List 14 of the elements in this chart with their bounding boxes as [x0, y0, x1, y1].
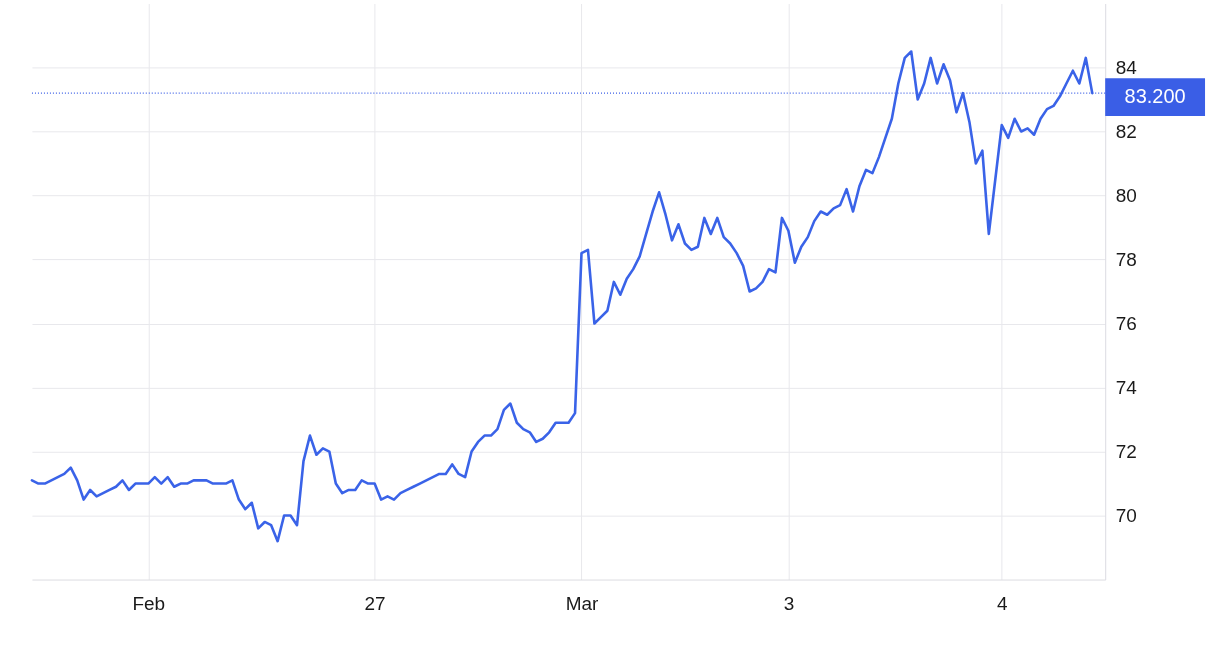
- x-tick-label: 4: [996, 593, 1008, 615]
- y-tick-label: 70: [1115, 505, 1137, 527]
- x-tick-label: Feb: [132, 593, 166, 615]
- y-tick-label: 76: [1115, 313, 1137, 335]
- y-tick-label: 80: [1115, 185, 1137, 207]
- x-tick-label: 27: [364, 593, 386, 615]
- y-tick-label: 84: [1115, 57, 1137, 78]
- y-tick-label: 74: [1115, 377, 1137, 399]
- y-tick-label: 78: [1115, 249, 1137, 271]
- x-tick-label: Mar: [565, 593, 599, 615]
- y-tick-label: 72: [1115, 441, 1137, 463]
- y-tick-label: 82: [1115, 121, 1137, 143]
- ref-line-label: 83.200: [1124, 85, 1186, 108]
- x-tick-label: 3: [783, 593, 795, 615]
